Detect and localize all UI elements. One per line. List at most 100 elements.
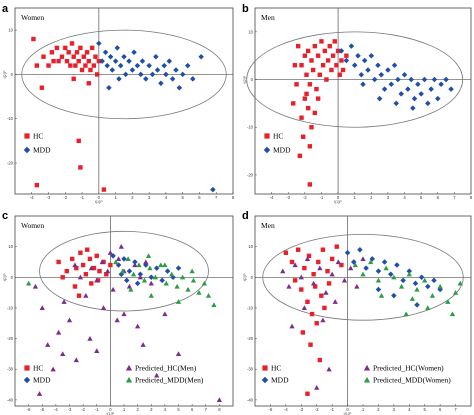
data-point bbox=[410, 105, 416, 111]
x-tick-label: 5 bbox=[424, 407, 427, 412]
data-point bbox=[425, 305, 431, 311]
data-point bbox=[322, 305, 327, 311]
data-point bbox=[94, 253, 99, 259]
data-point bbox=[385, 67, 391, 73]
x-tick-label: 4 bbox=[165, 195, 168, 200]
x-tick-label: 3 bbox=[150, 407, 153, 412]
data-point bbox=[73, 63, 78, 68]
x-tick-label: 2 bbox=[377, 407, 380, 412]
y-axis-label: t[2]P bbox=[243, 75, 247, 83]
data-point bbox=[119, 268, 126, 274]
data-point bbox=[84, 50, 90, 55]
data-point bbox=[309, 58, 314, 63]
data-point bbox=[452, 289, 459, 295]
x-tick-label: -3 bbox=[286, 195, 290, 200]
data-point bbox=[358, 72, 365, 78]
data-point bbox=[161, 62, 167, 69]
series-Predicted_MDD(Women) bbox=[352, 259, 463, 317]
data-point bbox=[431, 277, 437, 284]
data-point bbox=[325, 58, 331, 63]
data-point bbox=[39, 305, 45, 311]
data-point bbox=[76, 58, 81, 64]
y-tick-label: -10 bbox=[247, 305, 254, 310]
x-tick-label: 6 bbox=[439, 407, 442, 412]
data-point bbox=[335, 48, 341, 54]
data-point bbox=[74, 50, 80, 55]
data-point bbox=[445, 299, 451, 304]
data-point bbox=[431, 76, 438, 83]
data-point bbox=[190, 277, 197, 283]
data-point bbox=[184, 62, 191, 69]
data-point bbox=[114, 45, 121, 51]
confidence-ellipse bbox=[39, 230, 209, 312]
legend-marker bbox=[262, 365, 268, 371]
data-point bbox=[360, 271, 366, 277]
data-point bbox=[100, 305, 107, 311]
legend-label: HC bbox=[33, 132, 43, 141]
data-point bbox=[435, 95, 441, 102]
data-point bbox=[414, 302, 420, 308]
data-point bbox=[137, 271, 144, 277]
y-tick-label: -40 bbox=[247, 397, 254, 402]
legend-label: Predicted_MDD(Women) bbox=[373, 376, 451, 385]
data-point bbox=[162, 262, 168, 268]
data-point bbox=[36, 391, 43, 396]
x-tick-label: 0 bbox=[346, 407, 349, 412]
data-point bbox=[176, 84, 183, 91]
data-point bbox=[296, 247, 301, 252]
data-point bbox=[118, 244, 124, 249]
data-point bbox=[130, 271, 137, 277]
x-tick-label: -4 bbox=[54, 407, 58, 412]
confidence-ellipse bbox=[246, 31, 464, 128]
data-point bbox=[304, 256, 311, 262]
data-point bbox=[128, 286, 134, 292]
x-tick-label: 0 bbox=[109, 407, 112, 412]
data-point bbox=[69, 41, 75, 46]
data-point bbox=[138, 71, 144, 78]
x-tick-label: 6 bbox=[437, 195, 440, 200]
data-point bbox=[86, 58, 91, 64]
data-point bbox=[164, 268, 171, 274]
legend-label: MDD bbox=[33, 146, 51, 155]
data-point bbox=[60, 275, 65, 280]
data-point bbox=[438, 81, 444, 88]
data-point bbox=[305, 105, 311, 111]
data-point bbox=[405, 86, 411, 92]
data-point bbox=[310, 280, 317, 286]
y-tick-label: 10 bbox=[8, 28, 13, 33]
data-point bbox=[162, 311, 168, 317]
data-point bbox=[51, 58, 56, 64]
data-point bbox=[134, 280, 141, 287]
data-point bbox=[126, 268, 133, 274]
x-tick-label: 1 bbox=[114, 195, 117, 200]
y-axis-label: t[2]P bbox=[3, 70, 7, 78]
data-point bbox=[158, 80, 164, 87]
data-point bbox=[307, 144, 313, 149]
data-point bbox=[388, 81, 394, 88]
data-point bbox=[60, 351, 66, 357]
panel-subtitle: Men bbox=[261, 221, 275, 230]
legend-label: Predicted_HC(Men) bbox=[135, 364, 197, 373]
data-point bbox=[152, 274, 158, 280]
data-point bbox=[101, 187, 107, 192]
legend-label: MDD bbox=[273, 146, 291, 155]
data-point bbox=[291, 101, 296, 106]
data-point bbox=[317, 357, 322, 363]
x-tick-label: -2 bbox=[81, 407, 85, 412]
data-point bbox=[337, 72, 342, 77]
data-point bbox=[351, 62, 358, 68]
x-tick-label: 4 bbox=[403, 195, 406, 200]
data-point bbox=[153, 53, 159, 60]
data-point bbox=[201, 280, 208, 286]
data-point bbox=[83, 293, 89, 298]
data-point bbox=[398, 283, 405, 289]
data-point bbox=[310, 67, 316, 73]
data-point bbox=[344, 250, 351, 256]
y-tick-label: -20 bbox=[247, 336, 254, 341]
data-point bbox=[300, 330, 306, 335]
data-point bbox=[148, 293, 154, 298]
data-point bbox=[338, 48, 345, 54]
data-point bbox=[72, 262, 78, 268]
data-point bbox=[304, 91, 309, 97]
